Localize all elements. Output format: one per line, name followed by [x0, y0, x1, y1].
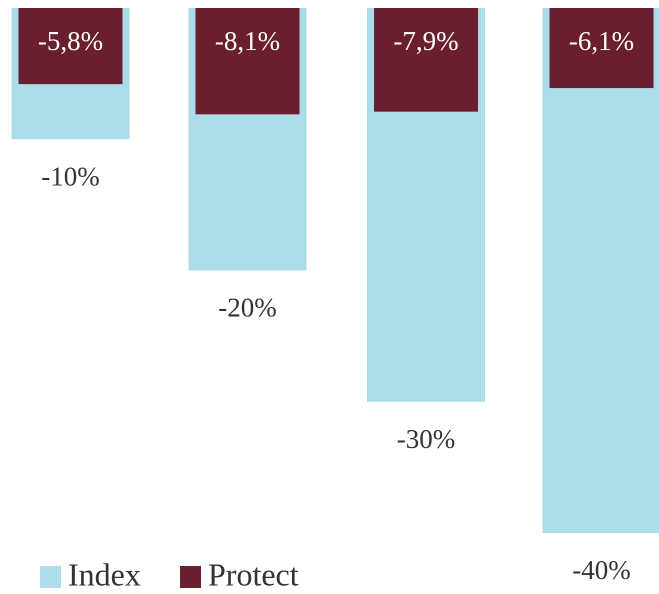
- protect-bar: [18, 8, 123, 85]
- legend-label: Protect: [208, 556, 299, 592]
- index-value-label: -30%: [397, 424, 455, 454]
- protect-value-label: -6,1%: [569, 26, 634, 56]
- legend-swatch: [180, 566, 201, 588]
- protect-value-label: -7,9%: [393, 26, 458, 56]
- protect-bar: [374, 8, 478, 112]
- protect-bar: [195, 8, 300, 115]
- protect-value-label: -8,1%: [215, 26, 280, 56]
- legend-swatch: [40, 566, 61, 588]
- protect-bar: [549, 8, 654, 89]
- legend-label: Index: [68, 556, 141, 592]
- protect-value-label: -5,8%: [38, 26, 103, 56]
- index-value-label: -40%: [572, 555, 630, 585]
- index-value-label: -20%: [218, 293, 276, 323]
- index-bar: [542, 8, 659, 533]
- index-value-label: -10%: [41, 161, 99, 191]
